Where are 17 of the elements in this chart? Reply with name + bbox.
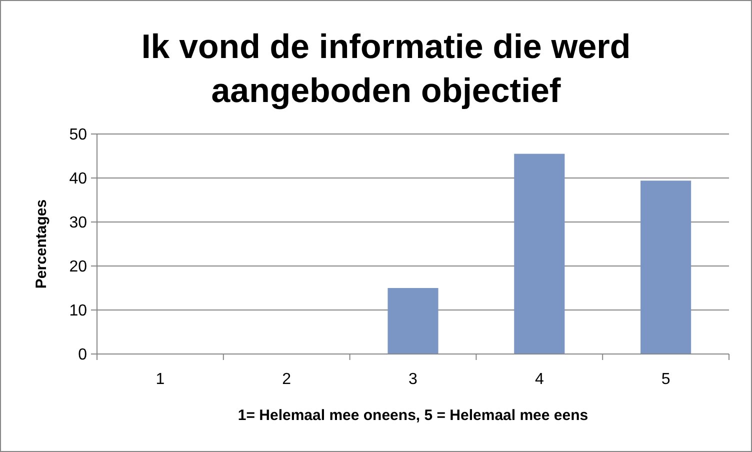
- y-tick-label: 40: [69, 170, 88, 188]
- bar: [388, 288, 438, 354]
- y-tick-label: 0: [78, 346, 88, 364]
- y-tick-label: 10: [69, 302, 88, 320]
- y-tick-label: 20: [69, 258, 88, 276]
- y-axis-title: Percentages: [33, 199, 50, 289]
- x-tick-label: 1: [156, 371, 165, 388]
- x-tick-label: 4: [534, 371, 544, 388]
- x-tick-label: 2: [282, 371, 292, 388]
- bar: [514, 154, 565, 354]
- x-tick-label: 3: [408, 371, 418, 388]
- x-tick-label: 5: [661, 371, 670, 388]
- x-axis-title: 1= Helemaal mee oneens, 5 = Helemaal mee eens: [238, 407, 588, 424]
- chart-title: Ik vond de informatie die werd aangeboden objectief: [141, 28, 631, 110]
- y-tick-label: 50: [69, 126, 88, 144]
- bar: [640, 180, 692, 354]
- y-tick-label: 30: [69, 214, 88, 232]
